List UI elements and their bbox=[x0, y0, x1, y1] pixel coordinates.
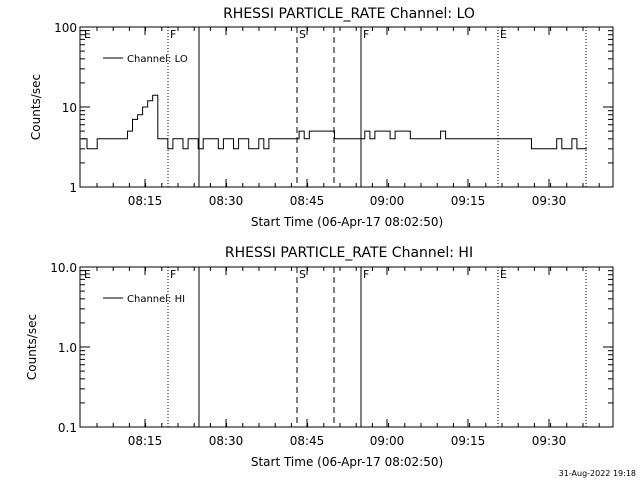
panel-hi-legend-label: Channel: HI bbox=[127, 294, 185, 305]
series-line-channel-lo bbox=[82, 94, 587, 150]
panel-lo-xlabel: Start Time (06-Apr-17 08:02:50) bbox=[251, 215, 443, 229]
event-marker-label: E bbox=[84, 28, 91, 41]
x-tick-label: 09:00 bbox=[370, 194, 405, 208]
event-marker-label: F bbox=[170, 28, 176, 41]
x-tick-label: 09:30 bbox=[532, 434, 567, 448]
panel-hi-title: RHESSI PARTICLE_RATE Channel: HI bbox=[225, 245, 473, 261]
panel-lo-title: RHESSI PARTICLE_RATE Channel: LO bbox=[223, 6, 475, 22]
y-tick-label: 1 bbox=[69, 181, 77, 195]
x-tick-label: 08:15 bbox=[128, 194, 163, 208]
event-marker-label: E bbox=[500, 268, 507, 281]
x-tick-label: 09:15 bbox=[451, 434, 486, 448]
x-tick-label: 08:45 bbox=[290, 434, 325, 448]
panel-hi-ticks: 08:15 08:30 08:45 09:00 09:15 09:30 0.1 1.0 10.0 bbox=[50, 261, 613, 448]
x-tick-label: 08:15 bbox=[128, 434, 163, 448]
event-marker-label: S bbox=[299, 28, 306, 41]
event-marker-label: F bbox=[363, 268, 369, 281]
panel-lo-ticks: 08:15 08:30 08:45 09:00 09:15 09:30 1 10 100 bbox=[54, 21, 613, 208]
x-tick-label: 09:00 bbox=[370, 434, 405, 448]
event-marker-label: E bbox=[84, 268, 91, 281]
event-marker-label: E bbox=[500, 28, 507, 41]
y-tick-label: 0.1 bbox=[58, 421, 77, 435]
panel-lo: RHESSI PARTICLE_RATE Channel: LO Counts/… bbox=[29, 6, 614, 229]
y-tick-label: 100 bbox=[54, 21, 77, 35]
event-marker-label: S bbox=[299, 268, 306, 281]
panel-hi-xlabel: Start Time (06-Apr-17 08:02:50) bbox=[251, 455, 443, 469]
x-tick-label: 08:30 bbox=[209, 194, 244, 208]
panel-lo-legend-label: Channel: LO bbox=[127, 54, 188, 65]
x-tick-label: 09:30 bbox=[532, 194, 567, 208]
event-marker-label: F bbox=[363, 28, 369, 41]
x-tick-label: 08:45 bbox=[290, 194, 325, 208]
footer-timestamp: 31-Aug-2022 19:18 bbox=[559, 469, 636, 478]
y-tick-label: 10.0 bbox=[50, 261, 77, 275]
panel-hi-ylabel: Counts/sec bbox=[25, 314, 39, 380]
panel-lo-series bbox=[82, 94, 587, 150]
y-tick-label: 1.0 bbox=[58, 341, 77, 355]
panel-hi: RHESSI PARTICLE_RATE Channel: HI Counts/… bbox=[25, 245, 614, 469]
x-tick-label: 08:30 bbox=[209, 434, 244, 448]
y-tick-label: 10 bbox=[62, 101, 77, 115]
x-tick-label: 09:15 bbox=[451, 194, 486, 208]
event-marker-label: F bbox=[170, 268, 176, 281]
panel-lo-ylabel: Counts/sec bbox=[29, 74, 43, 140]
